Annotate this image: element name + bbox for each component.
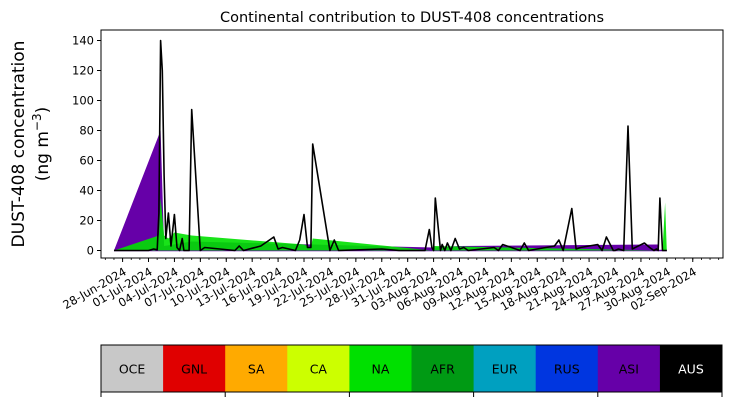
legend-label-asi: ASI	[619, 362, 639, 377]
y-tick-label: 20	[79, 214, 94, 228]
legend-swatch-aus	[659, 345, 723, 392]
legend-swatch-afr	[411, 345, 475, 392]
legend-swatch-gnl	[163, 345, 226, 392]
y-axis-label-unit: (ng m	[33, 131, 53, 181]
y-tick-label: 100	[72, 94, 94, 108]
legend-label-na: NA	[371, 362, 389, 377]
y-axis-label-close: )	[33, 107, 53, 114]
legend-label-oce: OCE	[119, 362, 146, 377]
legend-swatch-ca	[287, 345, 350, 392]
legend-swatch-rus	[535, 345, 599, 392]
plot-frame-group	[100, 29, 724, 259]
x-axis: 28-Jun-202401-Jul-202404-Jul-202407-Jul-…	[60, 258, 720, 314]
legend-label-afr: AFR	[430, 362, 455, 377]
series-na-area	[113, 198, 667, 251]
legend-label-rus: RUS	[554, 362, 580, 377]
legend-label-eur: EUR	[492, 362, 518, 377]
legend-frame	[100, 344, 723, 393]
y-tick-label: 40	[79, 184, 94, 198]
legend-label-aus: AUS	[678, 362, 704, 377]
legend-label-ca: CA	[310, 362, 328, 377]
legend-swatch-eur	[473, 345, 537, 392]
legend: OCE GNL SA CA NA AFR EUR RUS ASI AUS	[100, 344, 723, 397]
legend-swatch-asi	[597, 345, 661, 392]
y-axis-label-line1: DUST-408 concentration	[9, 41, 29, 248]
plot-frame	[100, 29, 724, 259]
legend-swatch-na	[349, 345, 412, 392]
y-tick-label: 80	[79, 124, 94, 138]
y-tick-label: 0	[87, 244, 94, 258]
legend-label-sa: SA	[248, 362, 265, 377]
y-axis-label-exponent: −3	[30, 113, 44, 131]
y-axis-label-line2: (ng m−3)	[30, 107, 53, 182]
y-tick-label: 140	[72, 34, 94, 48]
series-group	[113, 39, 667, 252]
y-tick-label: 60	[79, 154, 94, 168]
chart-title: Continental contribution to DUST-408 con…	[220, 10, 604, 26]
y-tick-label: 120	[72, 64, 94, 78]
legend-swatch-oce	[101, 345, 164, 392]
y-axis: 0 20 40 60 80 100 120 140	[72, 34, 101, 258]
series-total-line	[114, 39, 667, 252]
legend-label-gnl: GNL	[181, 362, 207, 377]
legend-swatch-sa	[225, 345, 288, 392]
